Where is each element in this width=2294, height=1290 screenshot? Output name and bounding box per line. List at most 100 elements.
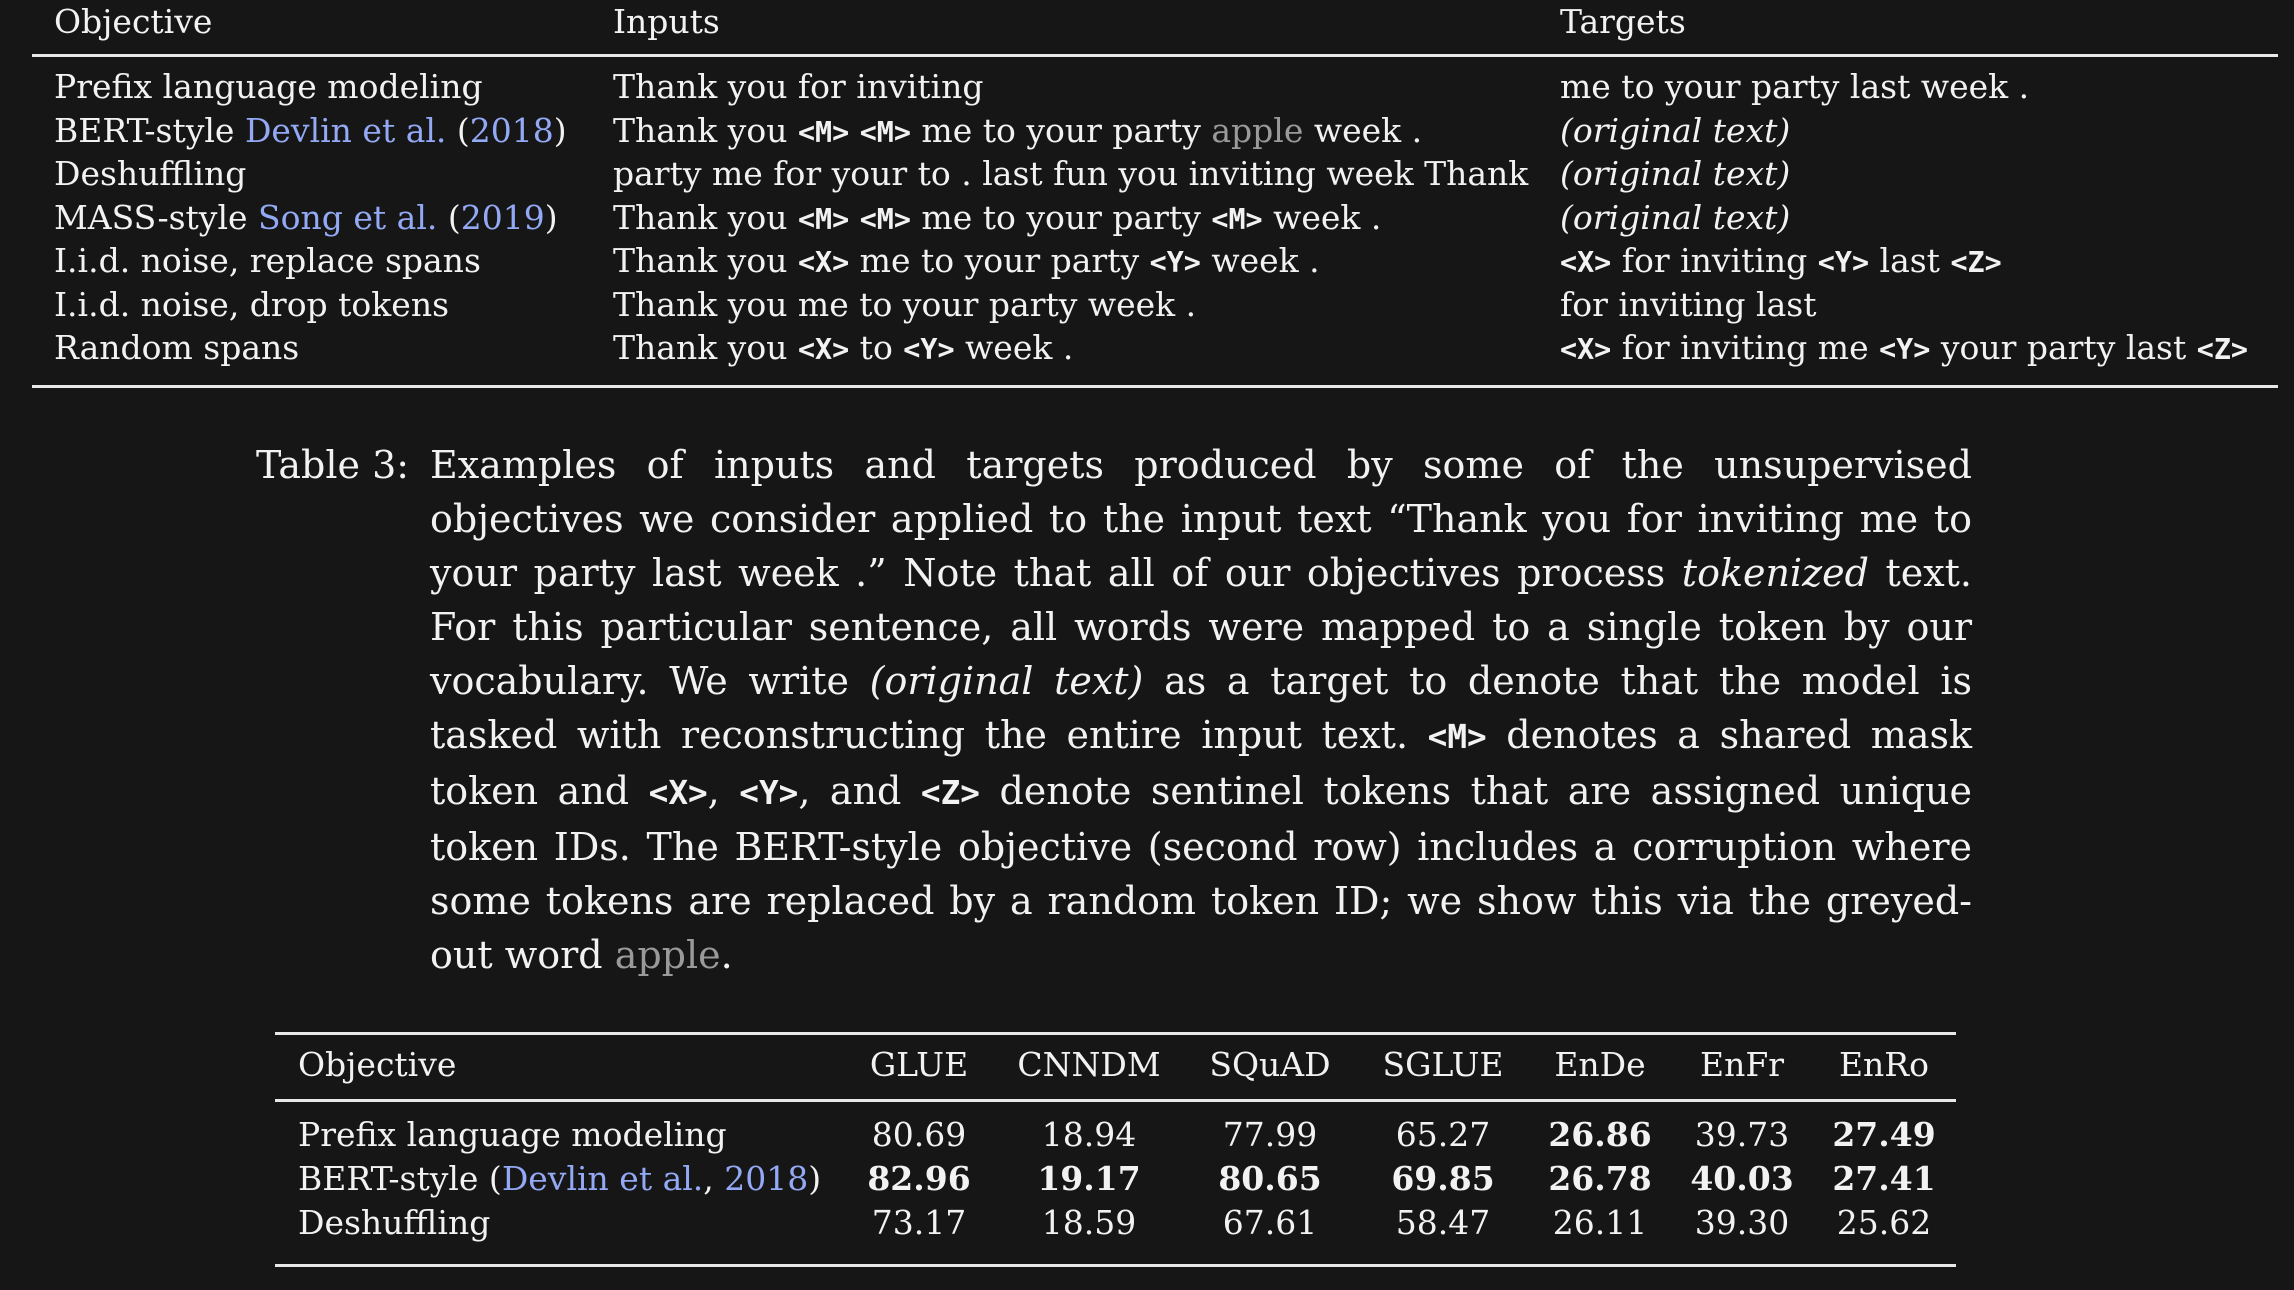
value-enfr: 40.03 [1690, 1159, 1794, 1198]
input-text: me to your party [910, 197, 1212, 237]
sentinel-token: <Z> [1950, 246, 2002, 279]
table-row: Prefix language modeling Thank you for i… [32, 67, 2278, 111]
sentinel-token: <X> [1560, 246, 1612, 279]
header-targets: Targets [1560, 2, 1686, 41]
caption-fragment: Examples of inputs and targets produced … [430, 443, 1972, 595]
table-row: BERT-style Devlin et al. (2018) Thank yo… [32, 111, 2278, 155]
caption-fragment: . [720, 933, 733, 977]
citation-link[interactable]: Devlin et al. [501, 1159, 704, 1198]
caption-fragment: text. For this particular sentence, all … [430, 551, 1973, 703]
value-enfr: 39.73 [1694, 1115, 1790, 1154]
mask-token: <M> [859, 115, 911, 149]
caption-emphasis: (original text) [869, 659, 1144, 703]
header-ende: EnDe [1554, 1045, 1646, 1084]
header-glue: GLUE [869, 1045, 969, 1084]
objective-cell: BERT-style (Devlin et al., 2018) [298, 1159, 821, 1198]
objective-label: I.i.d. noise, drop tokens [54, 284, 450, 324]
sentinel-token: <Y> [1149, 246, 1201, 279]
input-text: Thank you [613, 197, 798, 237]
citation-separator: , [703, 1159, 725, 1198]
value-glue: 80.69 [871, 1115, 967, 1154]
paren-open: ( [437, 197, 461, 237]
objectives-examples-table: Objective Inputs Targets Prefix language… [32, 0, 2278, 388]
caption-token: <Y> [739, 774, 799, 812]
table-body: Prefix language modeling Thank you for i… [32, 57, 2278, 388]
objective-label: Random spans [54, 328, 300, 367]
caption-fragment: , and [798, 769, 921, 813]
input-text: Thank you [613, 110, 798, 150]
value-cnndm: 19.17 [1037, 1159, 1141, 1198]
targets-cell: for inviting last [1560, 284, 1817, 324]
objective-cell: Prefix language modeling [298, 1115, 727, 1154]
mask-token: <M> [797, 115, 850, 149]
table-row: BERT-style (Devlin et al., 2018) 82.96 1… [275, 1159, 1956, 1203]
input-text: week . [954, 328, 1074, 367]
table-header: Objective Inputs Targets [32, 0, 2278, 57]
header-enfr: EnFr [1699, 1045, 1785, 1084]
caption-emphasis: tokenized [1681, 551, 1869, 595]
paren-open: ( [446, 110, 470, 150]
table-caption: Table 3: Examples of inputs and targets … [256, 438, 1972, 982]
citation-year-link[interactable]: 2019 [460, 197, 545, 237]
targets-cell: <X> for inviting me <Y> your party last … [1560, 328, 2248, 367]
sentinel-token: <Z> [2196, 333, 2248, 366]
table-row: MASS-style Song et al. (2019) Thank you … [32, 198, 2278, 242]
objective-label: Deshuffling [54, 154, 247, 193]
inputs-cell: Thank you <X> me to your party <Y> week … [613, 241, 1320, 280]
value-ende: 26.86 [1548, 1115, 1652, 1154]
citation-link[interactable]: Devlin et al. [244, 110, 447, 150]
table-header: Objective GLUE CNNDM SQuAD SGLUE EnDe En… [275, 1032, 1956, 1102]
sentinel-token: <Y> [1817, 246, 1870, 279]
citation-year-link[interactable]: 2018 [469, 110, 554, 150]
header-enro: EnRo [1838, 1045, 1930, 1084]
citation-link[interactable]: Song et al. [258, 197, 438, 237]
input-text: week . [1303, 110, 1423, 150]
header-objective: Objective [54, 2, 213, 41]
greyed-word: apple [1211, 110, 1304, 150]
objective-label: Deshuffling [298, 1203, 491, 1242]
caption-token: <Z> [920, 774, 980, 812]
target-text: your party last [1930, 328, 2197, 367]
paren-close: ) [544, 197, 558, 237]
table-row: Prefix language modeling 80.69 18.94 77.… [275, 1115, 1956, 1159]
inputs-cell: Thank you me to your party week . [613, 284, 1197, 324]
sentinel-token: <X> [1560, 333, 1612, 366]
caption-label: Table 3: [256, 443, 410, 487]
mask-token: <M> [859, 202, 911, 236]
objective-label: BERT-style ( [298, 1159, 502, 1198]
caption-fragment: denotes a shared mask token and [430, 713, 1973, 813]
value-sglue: 69.85 [1391, 1159, 1495, 1198]
target-text: for inviting [1611, 241, 1818, 280]
objective-label: I.i.d. noise, replace spans [54, 241, 481, 280]
targets-cell: (original text) [1560, 197, 1791, 237]
objective-label: MASS-style [54, 197, 259, 237]
header-squad: SQuAD [1209, 1045, 1331, 1084]
input-text: week . [1262, 197, 1382, 237]
sentinel-token: <X> [797, 333, 850, 366]
input-text [849, 198, 860, 237]
value-squad: 67.61 [1222, 1203, 1318, 1242]
value-enro: 25.62 [1836, 1203, 1932, 1242]
header-objective: Objective [298, 1045, 457, 1084]
value-glue: 82.96 [867, 1159, 971, 1198]
paren-close: ) [808, 1159, 822, 1198]
inputs-cell: Thank you for inviting [613, 67, 984, 106]
header-inputs: Inputs [613, 2, 720, 41]
mask-token: <M> [797, 202, 850, 236]
results-table: Objective GLUE CNNDM SQuAD SGLUE EnDe En… [275, 1032, 1956, 1267]
table-row: I.i.d. noise, replace spans Thank you <X… [32, 241, 2278, 285]
header-cnndm: CNNDM [1017, 1045, 1161, 1084]
targets-cell: <X> for inviting <Y> last <Z> [1560, 241, 2002, 280]
objective-cell: MASS-style Song et al. (2019) [54, 198, 558, 237]
caption-token: <M> [1427, 718, 1487, 756]
citation-year-link[interactable]: 2018 [724, 1159, 809, 1198]
target-text: for inviting me [1611, 328, 1880, 367]
inputs-cell: Thank you <M> <M> me to your party apple… [613, 111, 1422, 150]
objective-cell: Deshuffling [54, 154, 246, 193]
value-cnndm: 18.94 [1041, 1115, 1137, 1154]
mask-token: <M> [1211, 202, 1263, 236]
input-text [849, 111, 860, 150]
objective-label: BERT-style [54, 110, 245, 150]
inputs-cell: party me for your to . last fun you invi… [613, 154, 1529, 193]
caption-fragment: denote sentinel tokens that are assigned… [430, 769, 1973, 977]
